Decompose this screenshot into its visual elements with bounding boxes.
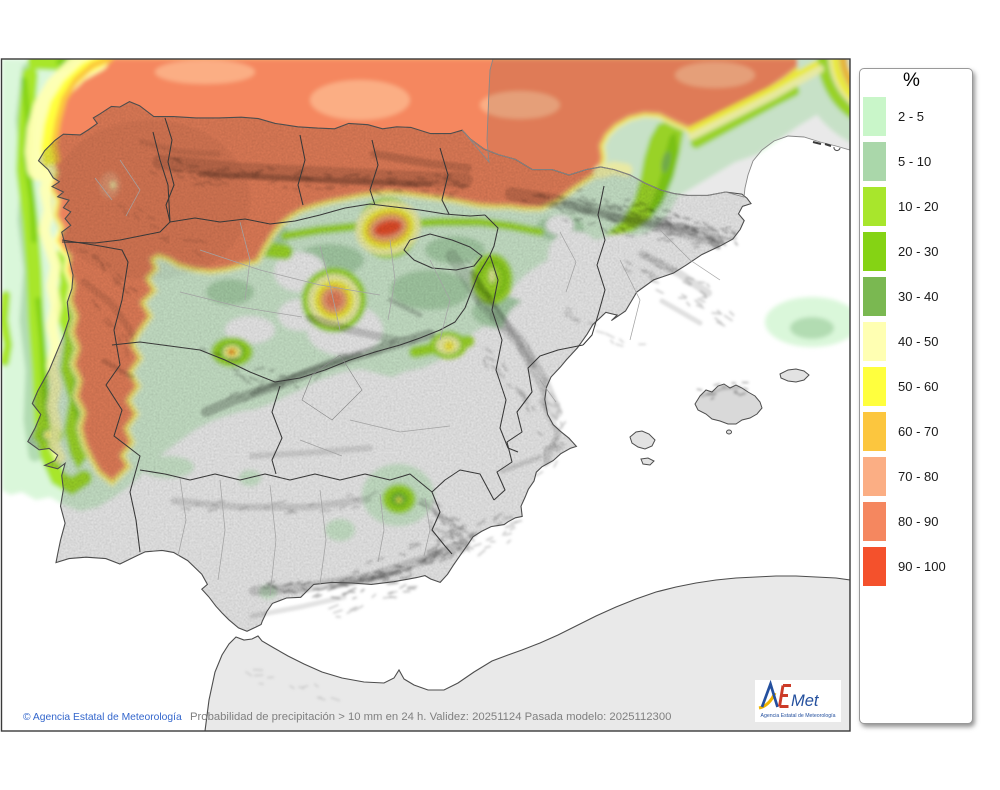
svg-text:Agencia Estatal de Meteorologí: Agencia Estatal de Meteorología <box>761 713 836 719</box>
svg-text:Met: Met <box>791 692 820 710</box>
